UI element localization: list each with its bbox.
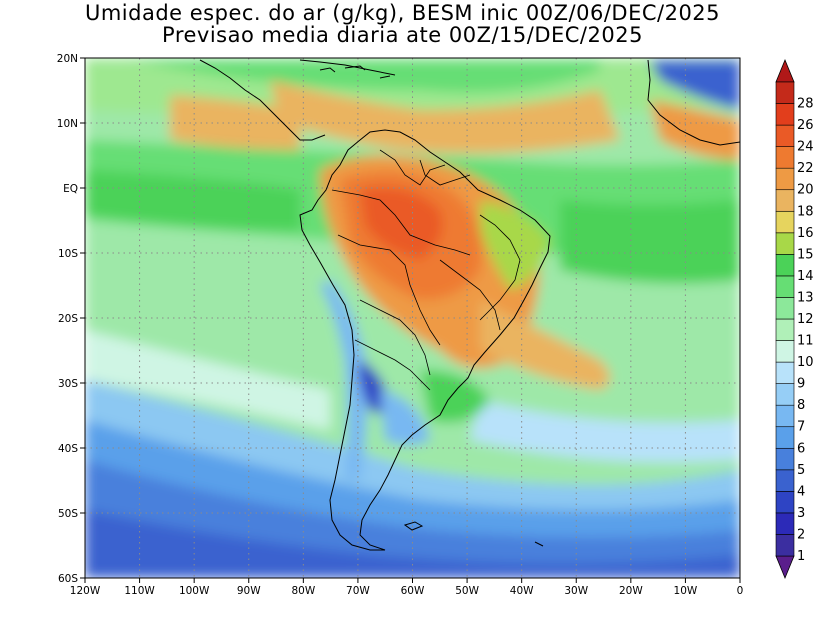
colorbar-label: 9 <box>797 377 805 392</box>
colorbar-swatch <box>775 210 795 234</box>
colorbar-swatch <box>775 447 795 471</box>
lat-tick-label: 10S <box>58 248 78 260</box>
colorbar-label: 11 <box>797 334 814 349</box>
lon-tick-label: 40W <box>510 585 534 597</box>
colorbar-label: 10 <box>797 355 814 370</box>
colorbar-swatch <box>775 146 795 169</box>
colorbar-label: 13 <box>797 290 814 305</box>
colorbar-swatch <box>775 124 795 147</box>
colorbar-label: 3 <box>797 506 805 521</box>
coastlines <box>199 59 741 551</box>
map-title: Umidade espec. do ar (g/kg), BESM inic 0… <box>84 1 721 25</box>
country-borders <box>331 149 521 391</box>
lat-tick-label: 50S <box>58 508 78 520</box>
colorbar-swatch <box>775 318 795 341</box>
lon-tick-label: 30W <box>564 585 588 597</box>
colorbar-label: 28 <box>797 97 814 112</box>
colorbar-swatch <box>775 404 795 428</box>
colorbar-swatch <box>775 383 795 406</box>
lat-tick-label: 60S <box>58 573 78 585</box>
colorbar-label: 6 <box>797 441 805 456</box>
lon-tick-label: 60W <box>401 585 425 597</box>
colorbar-over-triangle <box>775 58 795 83</box>
colorbar-under-triangle <box>775 555 795 580</box>
lon-tick-label: 120W <box>70 585 101 597</box>
lat-tick-label: EQ <box>63 183 78 195</box>
colorbar-swatch <box>775 361 795 384</box>
colorbar-label: 16 <box>797 226 814 241</box>
colorbar-label: 20 <box>797 183 814 198</box>
colorbar-label: 12 <box>797 312 814 327</box>
colorbar-label: 26 <box>797 118 814 133</box>
colorbar-swatch <box>775 232 795 255</box>
lat-tick-label: 20N <box>57 53 78 65</box>
lon-tick-label: 110W <box>124 585 155 597</box>
lat-tick-label: 10N <box>57 118 78 130</box>
colorbar-label: 22 <box>797 161 814 176</box>
colorbar-swatch <box>775 275 795 298</box>
colorbar-swatch <box>775 103 795 126</box>
colorbar-label: 4 <box>797 484 805 499</box>
lat-tick-label: 30S <box>58 378 78 390</box>
colorbar-swatch <box>775 297 795 320</box>
colorbar-swatch <box>775 512 795 535</box>
lon-tick-label: 10W <box>674 585 698 597</box>
lon-tick-label: 50W <box>455 585 479 597</box>
colorbar-swatch <box>775 469 795 492</box>
lon-tick-label: 20W <box>619 585 643 597</box>
colorbar-swatch <box>775 491 795 514</box>
colorbar-swatch <box>775 189 795 212</box>
colorbar-label: 18 <box>797 204 814 219</box>
colorbar-label: 14 <box>797 269 814 284</box>
colorbar-label: 1 <box>797 549 805 564</box>
colorbar-label: 5 <box>797 463 805 478</box>
lon-tick-label: 100W <box>179 585 210 597</box>
lat-tick-label: 20S <box>58 313 78 325</box>
lon-tick-label: 70W <box>346 585 370 597</box>
colorbar-label: 2 <box>797 527 805 542</box>
colorbar-label: 15 <box>797 247 814 262</box>
colorbar-label: 24 <box>797 140 814 155</box>
colorbar-swatch <box>775 340 795 363</box>
colorbar-label: 8 <box>797 398 805 413</box>
lon-tick-label: 0 <box>737 585 744 597</box>
map-subtitle: Previsao media diaria ate 00Z/15/DEC/202… <box>162 23 643 47</box>
lat-tick-label: 40S <box>58 443 78 455</box>
colorbar-swatch <box>775 81 795 104</box>
colorbar-swatch <box>775 254 795 277</box>
map-axes: 120W 110W 100W 90W 80W 70W 60W 50W 40W 30W 20W 10W 0… <box>57 53 744 597</box>
colorbar-swatch <box>775 426 795 449</box>
lon-tick-label: 90W <box>237 585 261 597</box>
lon-tick-label: 80W <box>291 585 315 597</box>
colorbar-label: 7 <box>797 420 805 435</box>
map-gridlines <box>85 58 740 578</box>
colorbar-swatch <box>775 534 795 557</box>
colorbar-swatch <box>775 167 795 191</box>
